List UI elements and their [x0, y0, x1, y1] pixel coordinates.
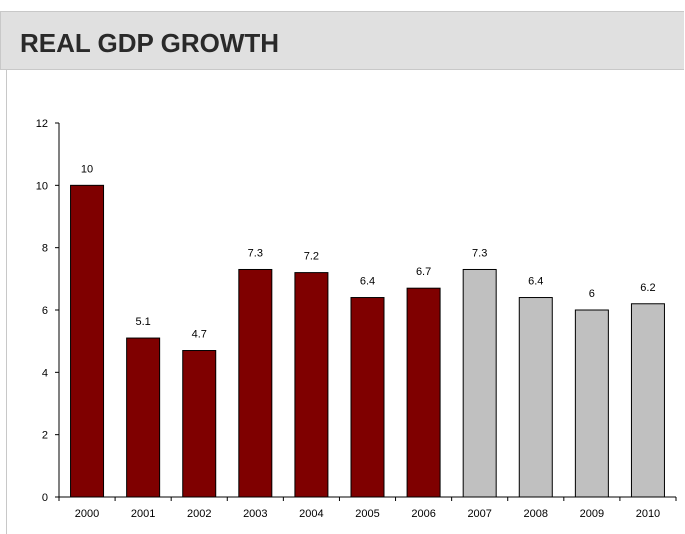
x-tick-label: 2009: [580, 508, 604, 520]
y-tick-label: 10: [36, 180, 48, 192]
y-tick-label: 6: [42, 305, 48, 317]
x-tick-label: 2004: [299, 508, 323, 520]
y-tick-label: 4: [42, 367, 48, 379]
x-tick-label: 2007: [467, 508, 491, 520]
x-tick-label: 2002: [187, 508, 211, 520]
bar-2001: [126, 337, 161, 498]
x-tick-label: 2005: [355, 508, 379, 520]
data-label: 10: [81, 163, 93, 175]
bar-2004: [294, 272, 329, 498]
bar-2005: [350, 297, 385, 498]
data-label: 6.2: [640, 282, 655, 294]
bar-2010: [630, 303, 665, 498]
x-tick-label: 2003: [243, 508, 267, 520]
data-label: 7.3: [248, 247, 263, 259]
bar-2000: [70, 184, 105, 498]
x-tick-label: 2001: [131, 508, 155, 520]
data-label: 6.4: [528, 276, 543, 288]
title-bar: REAL GDP GROWTH: [0, 11, 684, 70]
data-label: 6.7: [416, 266, 431, 278]
bar-2006: [406, 287, 441, 498]
bar-2002: [182, 350, 217, 498]
data-label: 4.7: [192, 329, 207, 341]
bar-2009: [574, 309, 609, 498]
y-tick-label: 8: [42, 243, 48, 255]
x-tick-label: 2008: [524, 508, 548, 520]
data-label: 6.4: [360, 276, 375, 288]
y-tick-label: 2: [42, 430, 48, 442]
data-label: 7.3: [472, 247, 487, 259]
data-label: 7.2: [304, 251, 319, 263]
x-tick-label: 2006: [411, 508, 435, 520]
bar-2007: [462, 268, 497, 498]
x-tick-label: 2000: [75, 508, 99, 520]
y-tick-label: 0: [42, 492, 48, 504]
page-title: REAL GDP GROWTH: [20, 28, 280, 58]
data-label: 6: [589, 288, 595, 300]
y-tick-label: 12: [36, 118, 48, 130]
bar-2003: [238, 268, 273, 498]
panel-left-border: [6, 70, 7, 534]
x-tick-label: 2010: [636, 508, 660, 520]
bar-2008: [518, 297, 553, 498]
data-label: 5.1: [135, 316, 150, 328]
